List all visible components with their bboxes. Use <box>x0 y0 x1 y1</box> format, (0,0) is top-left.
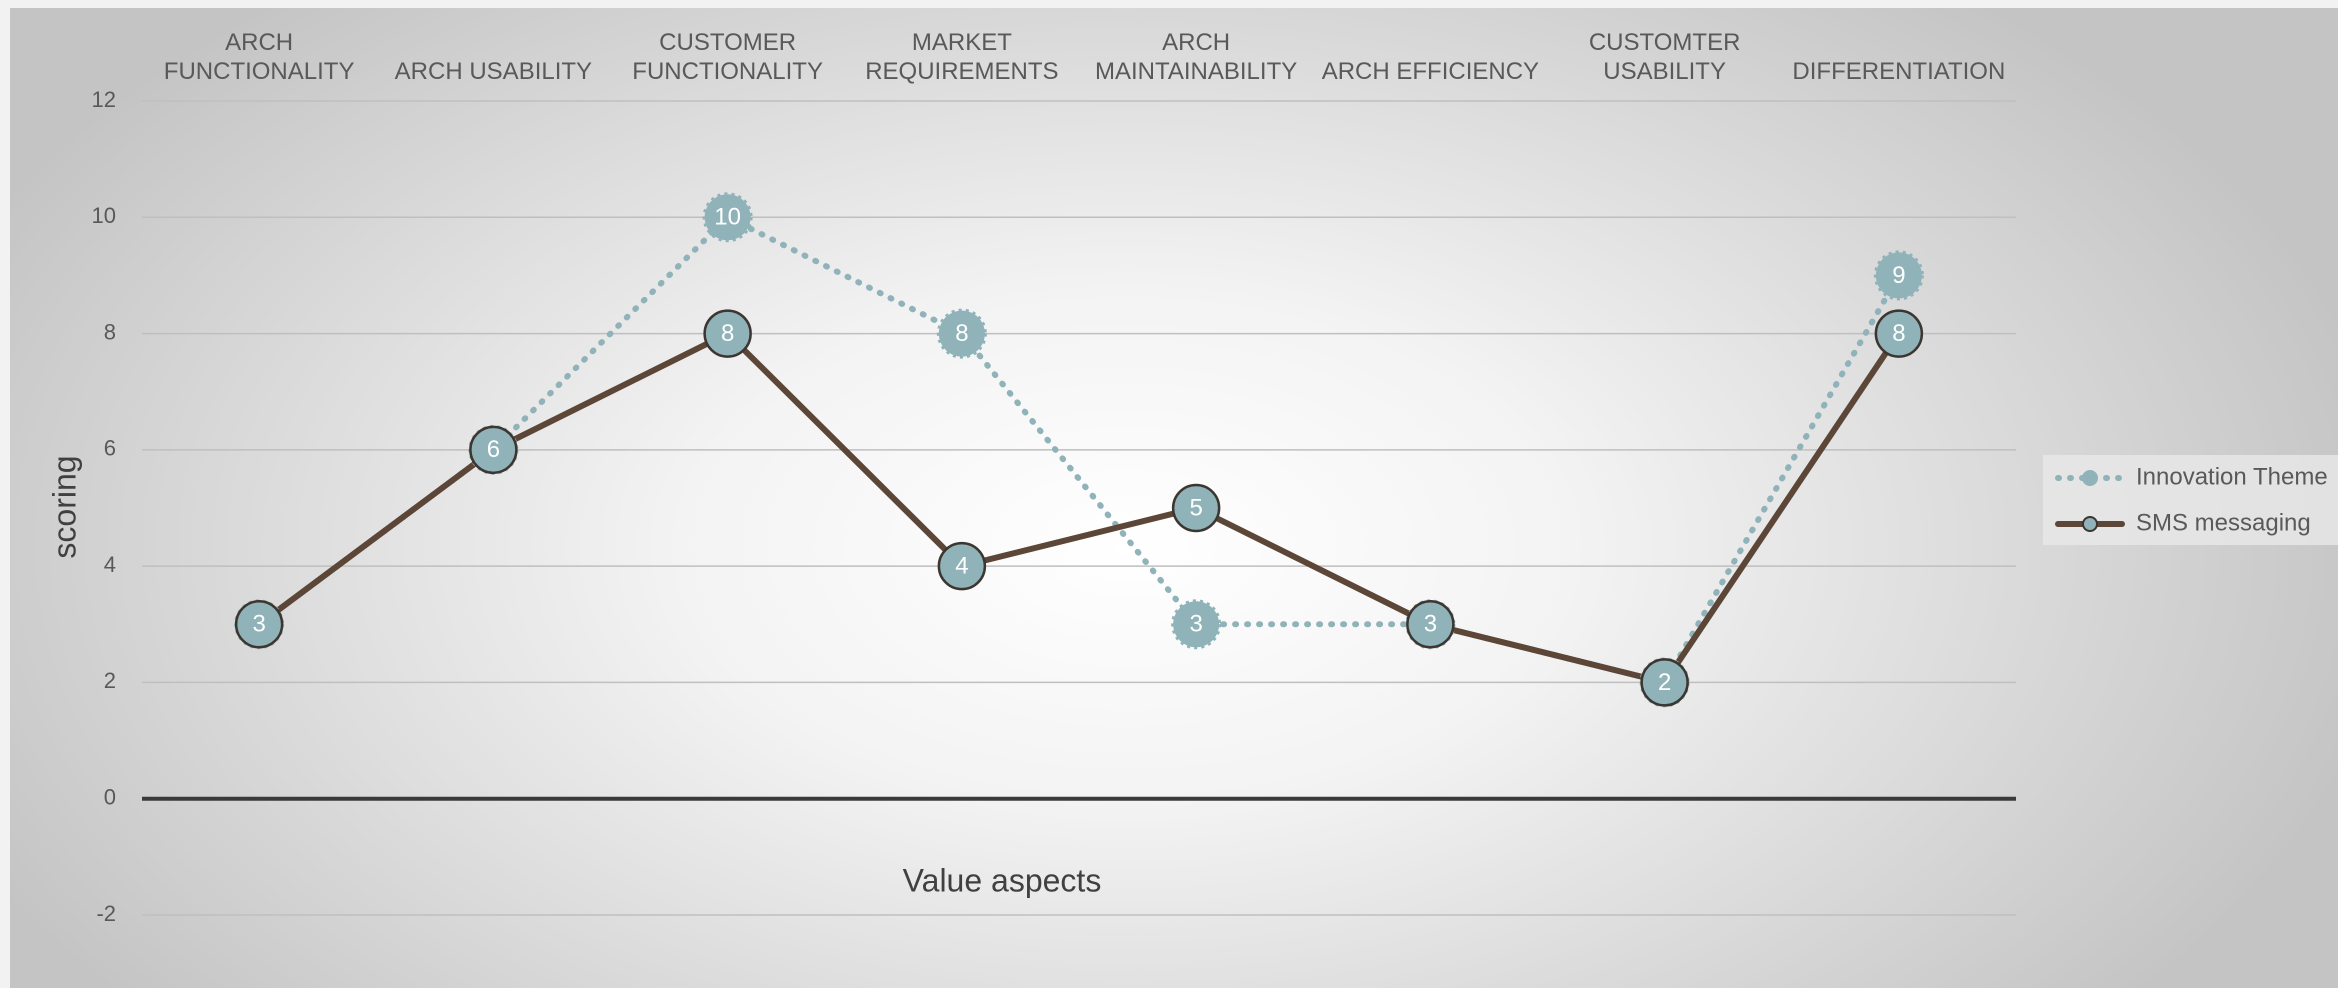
x-tick-label: ARCH MAINTAINABILITY <box>1094 29 1298 85</box>
point-marker <box>703 309 752 358</box>
point-marker <box>702 192 753 243</box>
x-tick-label: ARCH FUNCTIONALITY <box>163 29 355 85</box>
y-tick-label: 8 <box>104 319 116 344</box>
point-marker <box>469 425 518 475</box>
x-tick-label: CUSTOMER FUNCTIONALITY <box>632 29 823 85</box>
legend-marker <box>2082 516 2098 532</box>
y-tick-label: 10 <box>92 203 116 228</box>
point-marker <box>1406 600 1455 649</box>
point-marker <box>1171 483 1221 533</box>
data-label: 6 <box>487 436 500 463</box>
data-label: 4 <box>955 552 968 579</box>
x-tick-label: MARKET REQUIREMENTS <box>865 29 1059 85</box>
x-tick-label: CUSTOMTER USABILITY <box>1588 29 1741 85</box>
y-tick-label: 2 <box>104 668 116 693</box>
x-tick-label: ARCH USABILITY <box>394 58 593 85</box>
data-label: 8 <box>955 320 968 347</box>
data-label: 8 <box>721 320 734 347</box>
y-tick-label: 12 <box>92 87 116 112</box>
data-label: 8 <box>1892 320 1905 347</box>
data-label: 9 <box>1892 262 1905 289</box>
data-label: 3 <box>1189 611 1202 638</box>
x-tick-label: ARCH EFFICIENCY <box>1321 58 1540 85</box>
data-label: 3 <box>1424 611 1437 638</box>
point-marker <box>1873 250 1924 301</box>
point-marker <box>1874 309 1924 358</box>
data-label: 5 <box>1189 494 1202 521</box>
x-tick-label: DIFFERENTIATION <box>1792 58 2006 85</box>
point-marker <box>1640 658 1689 707</box>
x-axis-title: Value aspects <box>903 862 1102 898</box>
y-tick-label: -2 <box>96 901 116 926</box>
y-tick-label: 0 <box>104 785 116 810</box>
legend-label: Innovation Theme <box>2136 463 2328 490</box>
point-marker <box>1171 599 1222 650</box>
series-line <box>256 330 1902 686</box>
y-tick-label: 6 <box>104 436 116 461</box>
y-tick-label: 4 <box>104 552 116 577</box>
legend-marker <box>2082 470 2098 486</box>
data-label: 3 <box>252 611 265 638</box>
chart-area <box>10 8 2338 988</box>
data-label: 10 <box>714 204 741 231</box>
y-axis-title: scoring <box>46 455 82 558</box>
point-marker <box>936 308 987 359</box>
data-label: 2 <box>1658 669 1671 696</box>
point-marker <box>937 541 987 591</box>
point-marker <box>234 600 284 649</box>
legend-label: SMS messaging <box>2136 509 2311 536</box>
